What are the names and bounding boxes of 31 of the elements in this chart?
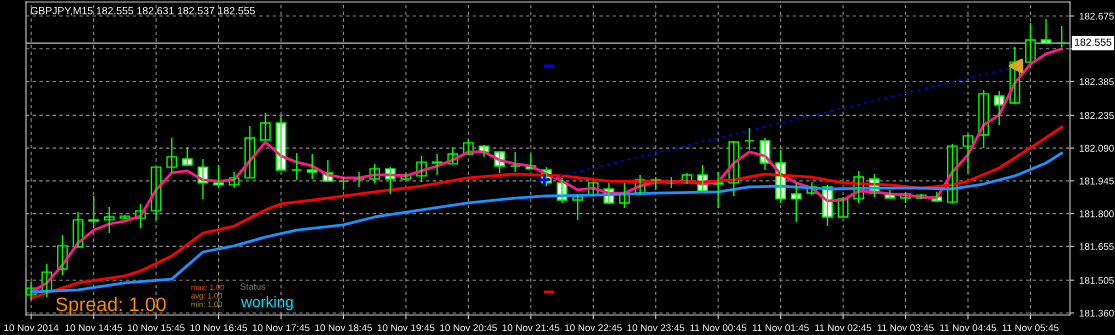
annotation: Spread: 1.00	[56, 296, 166, 315]
x-tick-label: 11 Nov 02:45	[815, 324, 872, 332]
x-tick-label: 10 Nov 21:45	[502, 324, 560, 332]
x-tick-label: 10 Nov 17:45	[252, 324, 310, 332]
y-tick-label: 182.090	[1079, 144, 1114, 152]
x-tick-label: 10 Nov 15:45	[127, 324, 185, 332]
annotation: Status	[240, 283, 266, 290]
annotation: working	[241, 296, 293, 311]
x-tick-label: 10 Nov 16:45	[190, 324, 248, 332]
x-tick-label: 11 Nov 01:45	[752, 324, 809, 332]
y-tick-label: 182.385	[1079, 78, 1114, 86]
x-tick-label: 10 Nov 2014	[4, 324, 59, 332]
y-tick-label: 181.360	[1079, 309, 1114, 317]
x-tick-label: 11 Nov 03:45	[877, 324, 934, 332]
x-tick-label: 11 Nov 00:45	[690, 324, 747, 332]
x-tick-label: 11 Nov 04:45	[940, 324, 997, 332]
x-tick-label: 10 Nov 14:45	[65, 324, 123, 332]
ref-line-label: 182.555	[1074, 38, 1112, 46]
y-tick-label: 181.505	[1079, 276, 1114, 284]
x-tick-label: 10 Nov 22:45	[565, 324, 622, 332]
y-tick-label: 181.655	[1079, 243, 1114, 250]
chart-title: GBPJPY,M15 182.555 182.631 182.537 182.555	[30, 6, 255, 16]
y-tick-label: 182.235	[1079, 112, 1114, 119]
x-tick-label: 10 Nov 19:45	[377, 324, 435, 332]
x-tick-label: 10 Nov 20:45	[440, 324, 497, 332]
y-tick-label: 181.800	[1079, 210, 1114, 218]
y-tick-label: 182.675	[1079, 12, 1114, 20]
x-tick-label: 11 Nov 05:45	[1002, 324, 1059, 332]
x-tick-label: 10 Nov 23:45	[627, 324, 685, 332]
x-tick-label: 10 Nov 18:45	[315, 324, 372, 332]
y-tick-label: 181.945	[1079, 177, 1114, 185]
